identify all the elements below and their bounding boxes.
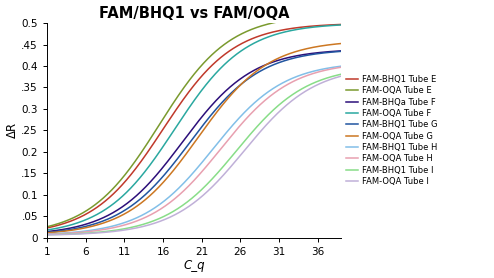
- FAM-OQA Tube F: [219, 65, 225, 69]
- FAM-OQA Tube I: [185, 205, 191, 208]
- FAM-OQA Tube E: [338, 14, 344, 18]
- FAM-BHQ1 Tube G: [331, 50, 337, 54]
- FAM-OQA Tube H: [285, 83, 291, 86]
- FAM-BHQ1 Tube E: [285, 27, 291, 31]
- FAM-BHQ1 Tube G: [203, 120, 209, 123]
- FAM-BHQ1 Tube I: [184, 201, 190, 204]
- FAM-BHQa Tube F: [219, 93, 225, 96]
- FAM-OQA Tube F: [338, 23, 344, 27]
- FAM-OQA Tube F: [285, 29, 291, 33]
- FAM-BHQ1 Tube E: [203, 70, 209, 73]
- FAM-BHQ1 Tube G: [185, 143, 191, 146]
- FAM-OQA Tube H: [331, 67, 337, 70]
- FAM-OQA Tube H: [44, 233, 50, 236]
- FAM-OQA Tube I: [219, 175, 225, 178]
- FAM-OQA Tube H: [185, 185, 191, 188]
- FAM-OQA Tube H: [338, 66, 344, 69]
- FAM-OQA Tube G: [184, 152, 190, 155]
- FAM-OQA Tube E: [219, 44, 225, 48]
- FAM-OQA Tube I: [203, 191, 209, 194]
- FAM-BHQ1 Tube H: [203, 156, 209, 159]
- FAM-OQA Tube I: [338, 75, 344, 78]
- FAM-BHQa Tube F: [185, 133, 191, 136]
- Line: FAM-BHQ1 Tube G: FAM-BHQ1 Tube G: [47, 51, 341, 232]
- FAM-OQA Tube E: [331, 14, 337, 18]
- FAM-OQA Tube F: [203, 83, 209, 86]
- FAM-BHQ1 Tube H: [44, 232, 50, 236]
- FAM-BHQa Tube F: [203, 110, 209, 113]
- FAM-BHQa Tube F: [285, 56, 291, 59]
- FAM-BHQ1 Tube H: [338, 64, 344, 68]
- FAM-BHQ1 Tube E: [185, 91, 191, 94]
- FAM-BHQ1 Tube G: [44, 231, 50, 234]
- FAM-OQA Tube E: [285, 18, 291, 22]
- Line: FAM-OQA Tube I: FAM-OQA Tube I: [47, 76, 341, 235]
- FAM-BHQ1 Tube G: [285, 58, 291, 61]
- Line: FAM-BHQ1 Tube H: FAM-BHQ1 Tube H: [47, 66, 341, 234]
- FAM-BHQ1 Tube H: [285, 79, 291, 82]
- FAM-BHQa Tube F: [331, 50, 337, 53]
- FAM-BHQ1 Tube I: [203, 184, 209, 187]
- FAM-BHQ1 Tube G: [184, 145, 190, 148]
- Line: FAM-BHQa Tube F: FAM-BHQa Tube F: [47, 51, 341, 232]
- FAM-BHQ1 Tube I: [285, 96, 291, 100]
- Y-axis label: ΔR: ΔR: [5, 122, 19, 138]
- FAM-OQA Tube I: [44, 233, 50, 237]
- FAM-OQA Tube F: [331, 24, 337, 27]
- FAM-OQA Tube G: [185, 149, 191, 153]
- FAM-BHQ1 Tube G: [219, 101, 225, 104]
- FAM-BHQ1 Tube I: [338, 73, 344, 76]
- FAM-BHQ1 Tube E: [219, 55, 225, 58]
- FAM-OQA Tube F: [44, 228, 50, 232]
- FAM-BHQ1 Tube H: [184, 178, 190, 182]
- FAM-OQA Tube G: [44, 231, 50, 235]
- FAM-OQA Tube F: [184, 110, 190, 113]
- FAM-BHQ1 Tube E: [338, 23, 344, 26]
- Line: FAM-OQA Tube E: FAM-OQA Tube E: [47, 16, 341, 227]
- FAM-OQA Tube H: [219, 146, 225, 149]
- FAM-BHQ1 Tube H: [219, 136, 225, 140]
- Line: FAM-OQA Tube F: FAM-OQA Tube F: [47, 25, 341, 230]
- FAM-OQA Tube G: [219, 104, 225, 107]
- FAM-BHQ1 Tube H: [185, 177, 191, 180]
- FAM-BHQ1 Tube G: [338, 50, 344, 53]
- Line: FAM-OQA Tube H: FAM-OQA Tube H: [47, 67, 341, 234]
- Line: FAM-BHQ1 Tube I: FAM-BHQ1 Tube I: [47, 74, 341, 235]
- FAM-OQA Tube G: [338, 42, 344, 45]
- Line: FAM-BHQ1 Tube E: FAM-BHQ1 Tube E: [47, 24, 341, 228]
- FAM-BHQ1 Tube E: [331, 23, 337, 26]
- Title: FAM/BHQ1 vs FAM/OQA: FAM/BHQ1 vs FAM/OQA: [99, 6, 289, 21]
- FAM-OQA Tube H: [203, 165, 209, 168]
- FAM-OQA Tube E: [185, 80, 191, 83]
- Legend: FAM-BHQ1 Tube E, FAM-OQA Tube E, FAM-BHQa Tube F, FAM-OQA Tube F, FAM-BHQ1 Tube : FAM-BHQ1 Tube E, FAM-OQA Tube E, FAM-BHQ…: [345, 74, 438, 187]
- FAM-BHQ1 Tube I: [185, 199, 191, 203]
- FAM-BHQa Tube F: [184, 135, 190, 138]
- FAM-OQA Tube I: [184, 206, 190, 210]
- FAM-OQA Tube I: [285, 102, 291, 106]
- FAM-BHQ1 Tube I: [44, 233, 50, 236]
- FAM-BHQ1 Tube H: [331, 66, 337, 69]
- FAM-BHQa Tube F: [338, 49, 344, 53]
- FAM-OQA Tube E: [44, 225, 50, 229]
- FAM-BHQa Tube F: [44, 230, 50, 233]
- FAM-BHQ1 Tube I: [331, 74, 337, 78]
- FAM-OQA Tube E: [184, 82, 190, 86]
- X-axis label: C_q: C_q: [183, 259, 205, 272]
- FAM-BHQ1 Tube E: [184, 93, 190, 97]
- FAM-OQA Tube G: [285, 53, 291, 56]
- FAM-OQA Tube I: [331, 77, 337, 80]
- FAM-OQA Tube H: [184, 186, 190, 190]
- FAM-OQA Tube G: [203, 125, 209, 128]
- FAM-OQA Tube E: [203, 59, 209, 62]
- FAM-BHQ1 Tube E: [44, 226, 50, 230]
- FAM-OQA Tube G: [331, 43, 337, 46]
- FAM-OQA Tube F: [185, 107, 191, 110]
- Line: FAM-OQA Tube G: FAM-OQA Tube G: [47, 44, 341, 233]
- FAM-BHQ1 Tube I: [219, 167, 225, 170]
